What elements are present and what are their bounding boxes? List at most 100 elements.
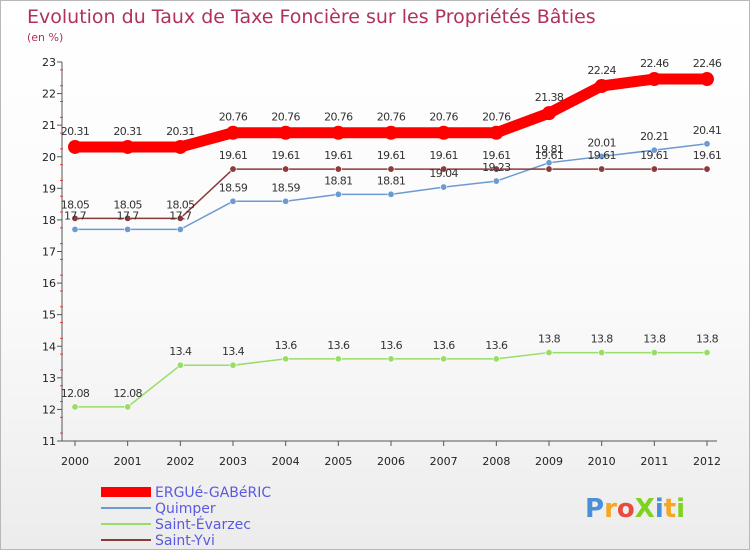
data-point-1 bbox=[334, 190, 342, 198]
data-point-2 bbox=[334, 355, 342, 363]
data-point-0 bbox=[700, 72, 714, 87]
data-label-0: 20.31 bbox=[61, 125, 90, 138]
data-point-3 bbox=[387, 165, 395, 173]
data-label-2: 13.8 bbox=[643, 333, 666, 346]
data-point-0 bbox=[173, 139, 188, 154]
legend-entry-0: ERGUé-GABéRIC bbox=[155, 485, 271, 501]
y-tick-label: 12 bbox=[42, 403, 56, 416]
x-tick-label: 2004 bbox=[272, 455, 300, 468]
x-tick-label: 2012 bbox=[693, 455, 721, 468]
data-point-0 bbox=[489, 125, 504, 140]
x-tick-label: 2010 bbox=[588, 455, 616, 468]
data-label-3: 19.61 bbox=[587, 149, 616, 162]
legend-entry-3: Saint-Yvi bbox=[155, 533, 215, 549]
y-tick-label: 14 bbox=[42, 340, 56, 353]
data-label-2: 13.8 bbox=[696, 333, 719, 346]
data-point-0 bbox=[331, 125, 346, 140]
data-label-3: 19.61 bbox=[640, 149, 669, 162]
y-tick-label: 17 bbox=[42, 246, 56, 259]
data-label-3: 19.61 bbox=[693, 149, 722, 162]
data-point-3 bbox=[650, 165, 658, 173]
data-label-1: 17.7 bbox=[117, 209, 140, 222]
y-tick-label: 16 bbox=[42, 277, 56, 290]
data-point-1 bbox=[282, 197, 290, 205]
data-point-3 bbox=[598, 165, 606, 173]
y-tick-label: 22 bbox=[42, 88, 56, 101]
data-label-0: 20.76 bbox=[219, 111, 248, 124]
data-label-2: 13.6 bbox=[275, 339, 298, 352]
data-point-3 bbox=[545, 165, 553, 173]
data-point-2 bbox=[703, 349, 711, 357]
data-point-0 bbox=[226, 125, 240, 140]
data-label-0: 20.76 bbox=[271, 111, 300, 124]
x-tick-label: 2003 bbox=[219, 455, 247, 468]
logo-letter: o bbox=[617, 494, 635, 524]
data-point-3 bbox=[282, 165, 290, 173]
data-point-3 bbox=[124, 214, 132, 222]
data-point-1 bbox=[598, 152, 606, 160]
data-point-3 bbox=[71, 214, 79, 222]
data-label-2: 13.8 bbox=[538, 333, 561, 346]
data-label-3: 19.61 bbox=[219, 149, 248, 162]
data-point-2 bbox=[650, 349, 658, 357]
y-tick-label: 20 bbox=[42, 151, 56, 164]
data-label-3: 18.05 bbox=[61, 198, 90, 211]
data-label-3: 18.05 bbox=[166, 198, 195, 211]
data-point-2 bbox=[440, 355, 448, 363]
logo-letter: r bbox=[604, 494, 617, 524]
data-point-0 bbox=[384, 125, 398, 140]
data-label-1: 18.81 bbox=[377, 174, 406, 187]
data-point-2 bbox=[492, 355, 500, 363]
data-point-1 bbox=[387, 190, 395, 198]
data-label-1: 20.41 bbox=[693, 124, 722, 137]
y-tick-label: 11 bbox=[42, 435, 56, 448]
y-tick-label: 19 bbox=[42, 182, 56, 195]
data-point-0 bbox=[68, 139, 82, 154]
data-point-2 bbox=[71, 403, 79, 411]
data-point-2 bbox=[229, 361, 237, 369]
data-point-1 bbox=[440, 183, 448, 191]
data-label-2: 13.6 bbox=[485, 339, 508, 352]
data-point-0 bbox=[278, 125, 293, 140]
data-label-0: 22.46 bbox=[693, 57, 722, 70]
data-point-3 bbox=[492, 165, 500, 173]
data-label-0: 21.38 bbox=[535, 91, 564, 104]
x-tick-label: 2007 bbox=[430, 455, 458, 468]
logo-letter: P bbox=[585, 494, 604, 524]
data-label-1: 19.23 bbox=[482, 161, 511, 174]
data-point-1 bbox=[492, 177, 500, 185]
legend-entry-1: Quimper bbox=[155, 501, 216, 517]
y-tick-label: 18 bbox=[42, 214, 56, 227]
data-point-2 bbox=[387, 355, 395, 363]
data-point-3 bbox=[334, 165, 342, 173]
chart-title: Evolution du Taux de Taxe Foncière sur l… bbox=[27, 6, 596, 28]
x-tick-label: 2005 bbox=[324, 455, 352, 468]
x-tick-label: 2011 bbox=[640, 455, 668, 468]
data-label-2: 13.6 bbox=[433, 339, 456, 352]
data-label-3: 19.61 bbox=[271, 149, 300, 162]
logo-letter: i bbox=[655, 494, 664, 524]
data-label-1: 18.81 bbox=[324, 174, 353, 187]
y-tick-label: 21 bbox=[42, 119, 56, 132]
data-label-1: 17.7 bbox=[64, 209, 87, 222]
y-tick-label: 23 bbox=[42, 56, 56, 69]
data-point-0 bbox=[542, 106, 556, 121]
data-point-2 bbox=[176, 361, 184, 369]
y-tick-label: 15 bbox=[42, 309, 56, 322]
data-point-2 bbox=[598, 349, 606, 357]
data-label-2: 13.6 bbox=[327, 339, 350, 352]
x-tick-label: 2002 bbox=[166, 455, 194, 468]
data-point-1 bbox=[124, 225, 132, 233]
data-label-2: 12.08 bbox=[61, 387, 90, 400]
data-label-1: 20.21 bbox=[640, 130, 669, 143]
data-label-1: 18.59 bbox=[219, 181, 248, 194]
data-point-2 bbox=[545, 349, 553, 357]
data-point-3 bbox=[229, 165, 237, 173]
data-point-0 bbox=[120, 139, 135, 154]
data-point-2 bbox=[282, 355, 290, 363]
x-tick-label: 2001 bbox=[114, 455, 142, 468]
data-label-0: 22.46 bbox=[640, 57, 669, 70]
data-label-0: 20.76 bbox=[324, 111, 353, 124]
data-label-3: 19.61 bbox=[377, 149, 406, 162]
legend-entry-2: Saint-Évarzec bbox=[155, 516, 251, 533]
